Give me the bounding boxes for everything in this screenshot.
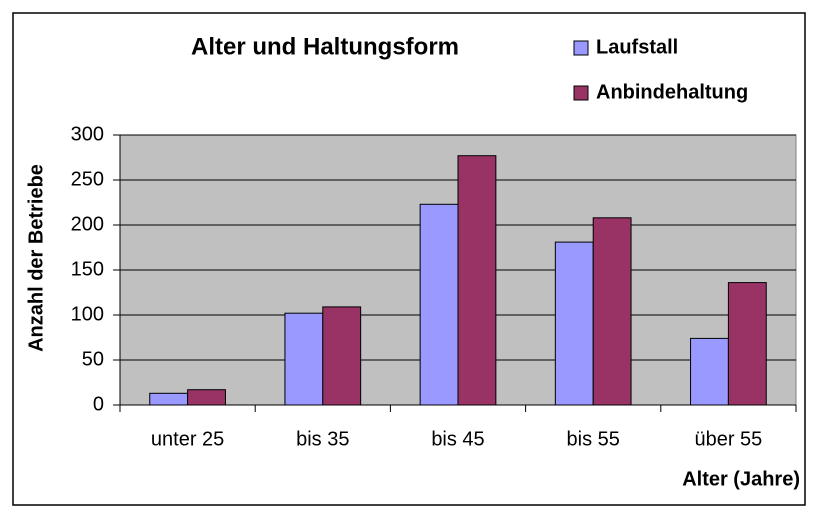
y-tick-label: 0 bbox=[93, 393, 104, 415]
bar bbox=[419, 203, 459, 406]
bar bbox=[149, 392, 189, 406]
bar bbox=[690, 337, 729, 406]
x-tick-label: unter 25 bbox=[151, 428, 224, 450]
y-tick-label: 50 bbox=[82, 348, 104, 370]
y-axis-label: Anzahl der Betriebe bbox=[25, 164, 47, 352]
bar bbox=[284, 312, 324, 406]
bar bbox=[727, 282, 767, 406]
y-tick-label: 250 bbox=[71, 168, 104, 190]
y-tick-label: 150 bbox=[71, 258, 104, 280]
x-tick-label: bis 45 bbox=[431, 428, 484, 450]
bar bbox=[322, 306, 362, 406]
y-tick-label: 300 bbox=[71, 123, 104, 145]
legend-swatch bbox=[573, 40, 589, 56]
chart-title: Alter und Haltungsform bbox=[191, 33, 459, 60]
x-tick-label: bis 35 bbox=[296, 428, 349, 450]
bar bbox=[457, 155, 497, 406]
bar bbox=[554, 241, 594, 406]
x-tick-label: bis 55 bbox=[567, 428, 620, 450]
legend-label: Laufstall bbox=[596, 36, 678, 58]
x-tick-label: über 55 bbox=[694, 428, 762, 450]
y-tick-label: 100 bbox=[71, 303, 104, 325]
bar bbox=[187, 389, 226, 406]
y-tick-label: 200 bbox=[71, 213, 104, 235]
bar bbox=[592, 217, 632, 406]
legend-swatch bbox=[573, 85, 589, 101]
x-axis-label: Alter (Jahre) bbox=[682, 468, 800, 490]
legend-label: Anbindehaltung bbox=[596, 81, 748, 103]
